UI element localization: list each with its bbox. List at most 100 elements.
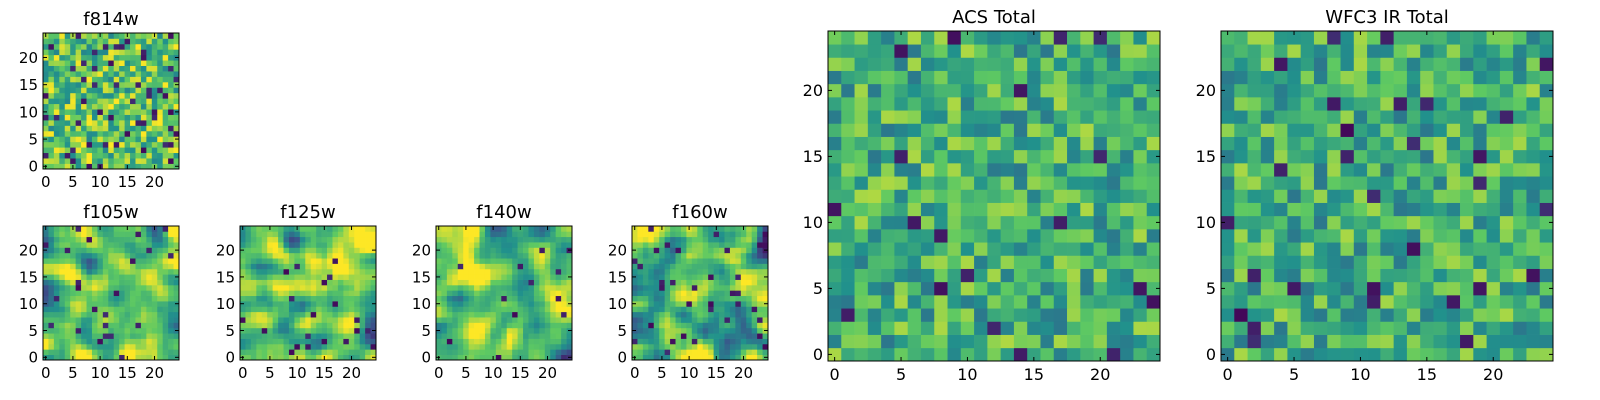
- heatmap-cell: [1027, 215, 1041, 230]
- y-tick-label: 10: [216, 295, 235, 313]
- heatmap-cell: [1106, 57, 1121, 71]
- heatmap-cell: [506, 263, 513, 270]
- heatmap-cell: [566, 317, 573, 323]
- heatmap-cell: [365, 274, 371, 280]
- heatmap-cell: [1460, 110, 1474, 124]
- heatmap-cell: [1340, 281, 1355, 296]
- heatmap-cell: [974, 281, 988, 296]
- heatmap-cell: [539, 263, 546, 270]
- heatmap-cell: [729, 242, 736, 248]
- heatmap-cell: [719, 279, 725, 286]
- heatmap-cell: [632, 231, 638, 238]
- heatmap-cell: [283, 349, 290, 355]
- heatmap-cell: [1027, 242, 1041, 256]
- heatmap-cell: [305, 333, 312, 339]
- heatmap-cell: [91, 141, 98, 148]
- heatmap-cell: [102, 130, 109, 137]
- heatmap-cell: [168, 290, 174, 297]
- heatmap-cell: [135, 76, 142, 83]
- heatmap-cell: [1274, 176, 1288, 190]
- heatmap-cell: [261, 258, 268, 264]
- heatmap-cell: [102, 258, 109, 264]
- heatmap-cell: [708, 327, 714, 334]
- heatmap-cell: [245, 231, 252, 238]
- heatmap-cell: [102, 103, 109, 110]
- heatmap-cell: [157, 81, 164, 88]
- heatmap-cell: [1146, 308, 1161, 322]
- heatmap-cell: [168, 258, 174, 264]
- heatmap-cell: [1247, 176, 1262, 190]
- heatmap-cell: [680, 311, 687, 318]
- heatmap-cell: [697, 333, 704, 339]
- heatmap-cell: [762, 349, 769, 355]
- heatmap-cell: [544, 268, 551, 275]
- heatmap-cell: [113, 231, 120, 238]
- heatmap-cell: [894, 308, 909, 322]
- heatmap-cell: [501, 252, 508, 259]
- heatmap-cell: [124, 71, 131, 77]
- heatmap-cell: [550, 327, 557, 334]
- heatmap-cell: [757, 349, 763, 355]
- heatmap-cell: [659, 311, 665, 318]
- heatmap-cell: [828, 149, 842, 164]
- heatmap-cell: [632, 333, 638, 339]
- heatmap-cell: [256, 301, 263, 307]
- heatmap-cell: [566, 252, 573, 259]
- heatmap-cell: [124, 295, 131, 302]
- heatmap-cell: [1221, 44, 1235, 58]
- heatmap-cell: [446, 236, 453, 243]
- heatmap-cell: [1446, 347, 1461, 362]
- heatmap-cell: [81, 317, 87, 323]
- heatmap-cell: [479, 274, 486, 280]
- heatmap-cell: [135, 92, 142, 99]
- heatmap-cell: [1234, 281, 1248, 296]
- heatmap-cell: [987, 136, 1001, 151]
- heatmap-cell: [1499, 202, 1514, 217]
- heatmap-cell: [310, 263, 317, 270]
- heatmap-cell: [746, 268, 753, 275]
- heatmap-cell: [550, 263, 557, 270]
- heatmap-cell: [108, 109, 115, 115]
- heatmap-cell: [463, 322, 469, 329]
- heatmap-cell: [1446, 202, 1461, 217]
- heatmap-cell: [484, 354, 491, 361]
- heatmap-cell: [151, 147, 158, 154]
- heatmap-cell: [48, 226, 55, 232]
- heatmap-cell: [135, 231, 142, 238]
- heatmap-cell: [637, 268, 644, 275]
- heatmap-cell: [1234, 268, 1248, 283]
- heatmap-cell: [495, 317, 502, 323]
- heatmap-cell: [675, 322, 682, 329]
- heatmap-cell: [250, 322, 257, 329]
- heatmap-cell: [256, 290, 263, 297]
- heatmap-cell: [321, 327, 328, 334]
- heatmap-cell: [697, 247, 704, 254]
- heatmap-cell: [762, 290, 769, 297]
- heatmap-cell: [664, 301, 671, 307]
- heatmap-cell: [642, 279, 649, 286]
- heatmap-cell: [533, 290, 540, 297]
- heatmap-cell: [91, 38, 98, 45]
- heatmap-cell: [162, 152, 169, 159]
- heatmap-cell: [1000, 110, 1015, 124]
- heatmap-cell: [1013, 70, 1028, 85]
- heatmap-cell: [108, 242, 115, 248]
- heatmap-cell: [70, 236, 76, 243]
- heatmap-cell: [490, 322, 497, 329]
- heatmap-cell: [1406, 202, 1421, 217]
- heatmap-cell: [1446, 295, 1461, 309]
- heatmap-cell: [757, 306, 763, 313]
- heatmap-cell: [664, 295, 671, 302]
- heatmap-cell: [86, 60, 93, 66]
- heatmap-cell: [130, 114, 136, 121]
- heatmap-cell: [245, 226, 252, 232]
- heatmap-cell: [1067, 176, 1081, 190]
- heatmap-cell: [653, 252, 660, 259]
- heatmap-cell: [140, 226, 147, 232]
- x-tick-label: 20: [342, 364, 361, 382]
- heatmap-cell: [299, 226, 306, 232]
- heatmap-cell: [70, 141, 76, 148]
- heatmap-cell: [555, 284, 562, 291]
- heatmap-cell: [854, 321, 869, 335]
- heatmap-cell: [343, 252, 350, 259]
